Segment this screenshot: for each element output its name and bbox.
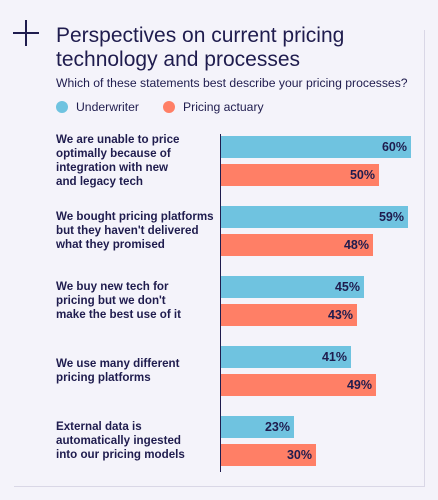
category-label-line: External data is bbox=[56, 420, 142, 433]
legend-swatch-underwriter bbox=[56, 101, 68, 113]
bar-pricing-actuary bbox=[221, 164, 379, 186]
category-label-line: optimally because of bbox=[56, 147, 171, 160]
bar-value-label: 59% bbox=[378, 210, 404, 224]
bar-value-label: 41% bbox=[321, 350, 347, 364]
bar-value-label: 50% bbox=[349, 168, 375, 182]
bar-pricing-actuary bbox=[221, 304, 357, 326]
bar-pricing-actuary bbox=[221, 234, 373, 256]
category-label: We bought pricing platforms but they have… bbox=[56, 210, 216, 252]
bar-value-label: 23% bbox=[264, 420, 290, 434]
bar-underwriter bbox=[221, 416, 294, 438]
bar-pricing-actuary bbox=[221, 374, 376, 396]
chart-frame bbox=[14, 30, 425, 487]
bar-underwriter bbox=[221, 346, 351, 368]
legend-item-pricing-actuary: Pricing actuary bbox=[163, 100, 264, 114]
legend-label-underwriter: Underwriter bbox=[76, 100, 139, 114]
category-label-line: We are unable to price bbox=[56, 133, 180, 146]
bar-value-label: 30% bbox=[286, 448, 312, 462]
legend: Underwriter Pricing actuary bbox=[56, 98, 288, 116]
chart-subtitle: Which of these statements best describe … bbox=[56, 76, 408, 90]
legend-item-underwriter: Underwriter bbox=[56, 100, 139, 114]
category-label-line: what they promised bbox=[56, 238, 165, 251]
bar-underwriter bbox=[221, 276, 364, 298]
category-label-line: pricing but we don't bbox=[56, 294, 166, 307]
category-label-line: integration with new bbox=[56, 161, 169, 174]
category-label-line: make the best use of it bbox=[56, 308, 181, 321]
category-label-line: We buy new tech for bbox=[56, 280, 169, 293]
legend-label-pricing-actuary: Pricing actuary bbox=[183, 100, 264, 114]
bar-value-label: 48% bbox=[343, 238, 369, 252]
category-label-line: We bought pricing platforms bbox=[56, 210, 214, 223]
bar-value-label: 43% bbox=[327, 308, 353, 322]
bar-underwriter bbox=[221, 206, 408, 228]
category-label-line: into our pricing models bbox=[56, 448, 185, 461]
plus-icon bbox=[13, 20, 39, 46]
category-label: We are unable to price optimally because … bbox=[56, 133, 216, 189]
category-label-line: and legacy tech bbox=[56, 175, 143, 188]
legend-swatch-pricing-actuary bbox=[163, 101, 175, 113]
category-label-line: pricing platforms bbox=[56, 371, 151, 384]
bar-underwriter bbox=[221, 136, 411, 158]
bar-value-label: 45% bbox=[334, 280, 360, 294]
bar-value-label: 60% bbox=[381, 140, 407, 154]
y-axis-line bbox=[220, 134, 221, 472]
category-label: We use many different pricing platforms bbox=[56, 357, 216, 385]
bar-pricing-actuary bbox=[221, 444, 316, 466]
category-label-line: but they haven't delivered bbox=[56, 224, 199, 237]
bar-value-label: 49% bbox=[346, 378, 372, 392]
category-label: We buy new tech for pricing but we don't m… bbox=[56, 280, 216, 322]
category-label-line: We use many different bbox=[56, 357, 180, 370]
chart-title: Perspectives on current pricing technolo… bbox=[56, 24, 345, 71]
category-label: External data is automatically ingested in… bbox=[56, 420, 216, 462]
category-label-line: automatically ingested bbox=[56, 434, 181, 447]
